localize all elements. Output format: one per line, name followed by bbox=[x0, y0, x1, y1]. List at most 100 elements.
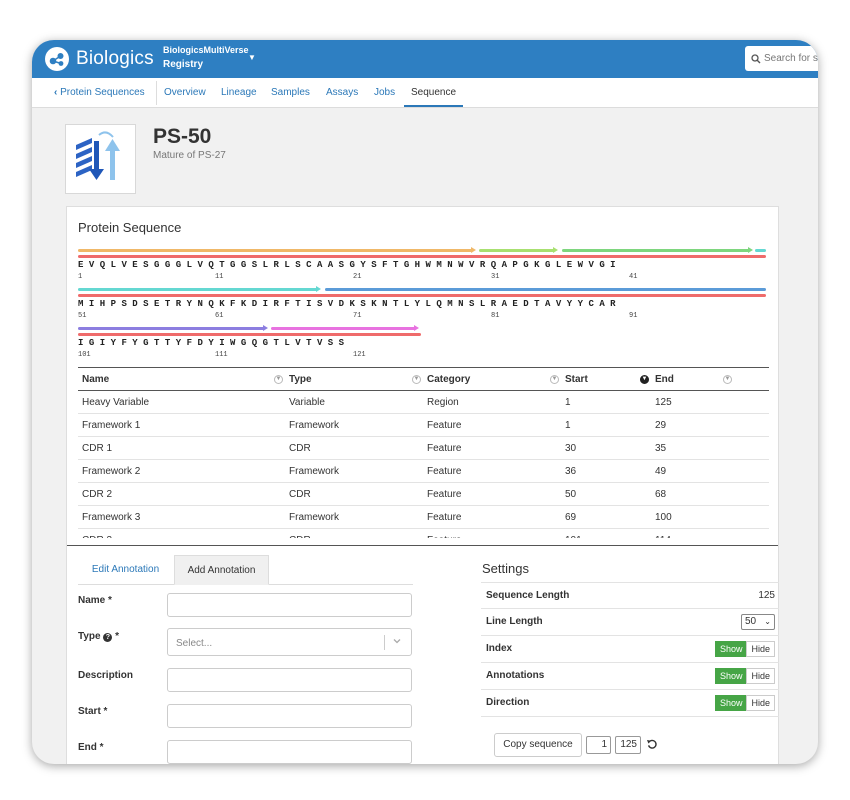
protein-sequence-panel: Protein Sequence EVQLVESGGGLVQTGGSLRLSCA… bbox=[66, 206, 779, 764]
table-cell: Framework 1 bbox=[82, 420, 141, 431]
table-cell: 36 bbox=[565, 466, 577, 477]
table-cell: Feature bbox=[427, 489, 462, 500]
end-field[interactable] bbox=[167, 740, 412, 764]
annotations-toggle: Show Hide bbox=[714, 668, 775, 684]
table-cell: Framework bbox=[289, 466, 340, 477]
tab-jobs[interactable]: Jobs bbox=[374, 87, 396, 98]
select-separator bbox=[384, 635, 385, 650]
table-cell: 30 bbox=[565, 443, 577, 454]
annotation-framework-1[interactable] bbox=[78, 247, 476, 253]
sequence-index: 101 bbox=[78, 351, 91, 359]
back-link[interactable]: ‹ Protein Sequences bbox=[54, 87, 145, 98]
tab-edit-annotation[interactable]: Edit Annotation bbox=[91, 564, 160, 575]
hide-button[interactable]: Hide bbox=[746, 668, 775, 684]
setting-label: Sequence Length bbox=[486, 590, 570, 601]
name-field[interactable] bbox=[167, 593, 412, 617]
table-row[interactable]: CDR 2 CDR Feature 50 68 bbox=[78, 483, 769, 506]
annotation-heavy-variable[interactable] bbox=[78, 333, 421, 336]
table-cell: CDR bbox=[289, 443, 311, 454]
sequence-index: 41 bbox=[629, 273, 638, 281]
column-header-type[interactable]: Type bbox=[289, 374, 312, 385]
start-field[interactable] bbox=[167, 704, 412, 728]
annotation-framework-2[interactable] bbox=[562, 247, 753, 253]
table-cell: 35 bbox=[655, 443, 667, 454]
table-row[interactable]: Framework 2 Framework Feature 36 49 bbox=[78, 460, 769, 483]
annotation-tabs: Edit Annotation Add Annotation bbox=[78, 555, 413, 585]
annotation-framework-4[interactable] bbox=[271, 325, 419, 331]
table-cell: 49 bbox=[655, 466, 667, 477]
reset-icon[interactable] bbox=[646, 738, 658, 750]
annotation-cdr-1[interactable] bbox=[479, 247, 558, 253]
setting-annotations: Annotations Show Hide bbox=[481, 663, 779, 690]
app-logo[interactable]: Biologics bbox=[44, 46, 154, 72]
table-row[interactable]: Framework 1 Framework Feature 1 29 bbox=[78, 414, 769, 437]
table-row[interactable]: CDR 1 CDR Feature 30 35 bbox=[78, 437, 769, 460]
table-cell: CDR 2 bbox=[82, 489, 113, 500]
column-header-start[interactable]: Start bbox=[565, 374, 588, 385]
project-registry: Registry bbox=[163, 59, 204, 70]
sequence-viewer[interactable]: EVQLVESGGGLVQTGGSLRLSCAASGYSFTGHWMNWVRQA… bbox=[78, 245, 768, 359]
table-row[interactable]: CDR 3 CDR Feature 101 114 bbox=[78, 529, 769, 538]
table-header: Name ▼ Type ▼ Category ▼ Start ▼ End ▼ bbox=[78, 368, 769, 391]
project-name: BiologicsMultiVerse bbox=[163, 45, 249, 55]
table-cell: Framework bbox=[289, 512, 340, 523]
sort-active-icon[interactable]: ▼ bbox=[640, 375, 649, 384]
tab-overview[interactable]: Overview bbox=[164, 87, 206, 98]
tab-add-annotation[interactable]: Add Annotation bbox=[174, 555, 269, 585]
setting-direction: Direction Show Hide bbox=[481, 690, 779, 717]
table-cell: Framework bbox=[289, 420, 340, 431]
search-icon bbox=[751, 53, 761, 63]
sequence-index: 21 bbox=[353, 273, 362, 281]
table-cell: Feature bbox=[427, 512, 462, 523]
sort-icon[interactable]: ▼ bbox=[412, 375, 421, 384]
annotation-cdr-3[interactable] bbox=[78, 325, 268, 331]
table-cell: 1 bbox=[565, 397, 571, 408]
tab-assays[interactable]: Assays bbox=[326, 87, 359, 98]
sequence-index: 51 bbox=[78, 312, 87, 320]
range-start-input[interactable]: 1 bbox=[586, 736, 611, 754]
column-header-end[interactable]: End bbox=[655, 374, 674, 385]
show-button[interactable]: Show bbox=[714, 695, 748, 711]
hide-button[interactable]: Hide bbox=[746, 695, 775, 711]
show-button[interactable]: Show bbox=[714, 668, 748, 684]
table-cell: 101 bbox=[565, 535, 582, 538]
sort-icon[interactable]: ▼ bbox=[723, 375, 732, 384]
column-header-category[interactable]: Category bbox=[427, 374, 471, 385]
table-row[interactable]: Framework 3 Framework Feature 69 100 bbox=[78, 506, 769, 529]
line-length-select[interactable]: 50 ⌄ bbox=[741, 614, 775, 630]
table-cell: Heavy Variable bbox=[82, 397, 150, 408]
tab-sequence[interactable]: Sequence bbox=[411, 87, 457, 98]
tab-samples[interactable]: Samples bbox=[271, 87, 310, 98]
table-cell: Framework 3 bbox=[82, 512, 141, 523]
table-cell: 1 bbox=[565, 420, 571, 431]
sequence-index: 11 bbox=[215, 273, 224, 281]
description-field[interactable] bbox=[167, 668, 412, 692]
table-cell: 125 bbox=[655, 397, 672, 408]
table-row[interactable]: Heavy Variable Variable Region 1 125 bbox=[78, 391, 769, 414]
sort-icon[interactable]: ▼ bbox=[274, 375, 283, 384]
table-cell: Feature bbox=[427, 420, 462, 431]
annotation-framework-3[interactable] bbox=[325, 288, 766, 291]
range-end-input[interactable]: 125 bbox=[615, 736, 641, 754]
annotation-cdr-2-start[interactable] bbox=[755, 249, 766, 252]
column-header-name[interactable]: Name bbox=[82, 374, 110, 385]
copy-sequence-button[interactable]: Copy sequence bbox=[494, 733, 582, 757]
project-selector[interactable]: BiologicsMultiVerse Registry ▼ bbox=[163, 45, 256, 70]
setting-label: Index bbox=[486, 643, 513, 654]
sort-icon[interactable]: ▼ bbox=[550, 375, 559, 384]
type-select[interactable]: Select... bbox=[167, 628, 412, 656]
table-cell: Variable bbox=[289, 397, 325, 408]
search-input[interactable]: Search for s bbox=[745, 46, 818, 71]
table-cell: Feature bbox=[427, 466, 462, 477]
annotation-heavy-variable[interactable] bbox=[78, 294, 766, 297]
sequence-index: 1 bbox=[78, 273, 83, 281]
hide-button[interactable]: Hide bbox=[746, 641, 775, 657]
annotation-heavy-variable[interactable] bbox=[78, 255, 766, 258]
table-cell: 68 bbox=[655, 489, 667, 500]
panel-title: Protein Sequence bbox=[78, 220, 182, 235]
name-label: Name * bbox=[78, 595, 112, 606]
help-icon[interactable]: ? bbox=[103, 633, 113, 642]
tab-lineage[interactable]: Lineage bbox=[221, 87, 257, 98]
annotation-cdr-2[interactable] bbox=[78, 286, 321, 292]
show-button[interactable]: Show bbox=[714, 641, 748, 657]
